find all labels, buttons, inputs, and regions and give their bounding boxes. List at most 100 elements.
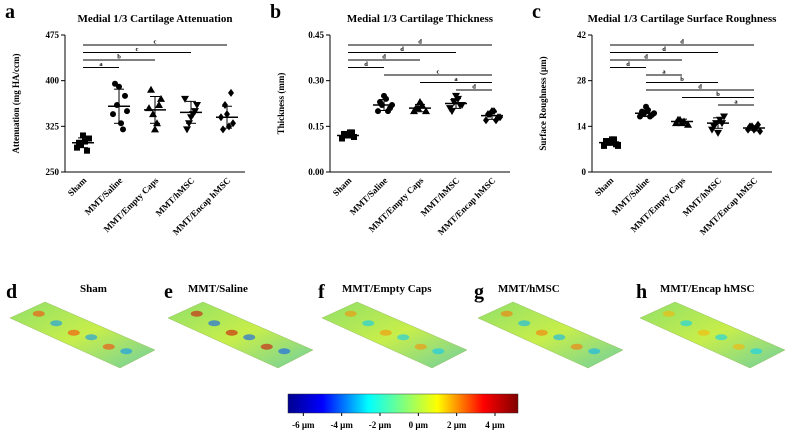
data-point [643,103,649,110]
x-tick-label: Sham [66,175,89,198]
surface-patch [67,329,80,336]
chart-title: Medial 1/3 Cartilage Surface Roughness [588,13,778,25]
data-point [684,120,692,128]
surface-patch [85,334,98,341]
data-point [86,135,92,142]
panel-letter: d [6,281,17,303]
data-point [448,108,456,116]
data-point [349,129,355,136]
data-point [122,92,128,99]
data-point [228,88,234,97]
surface-patch [260,343,273,350]
data-point [710,123,718,131]
significance-label: a [99,61,103,68]
significance-label: d [400,46,404,53]
significance-label: d [698,84,702,91]
surface-patch [102,343,115,350]
surface [639,301,786,369]
x-tick-label: Sham [331,175,354,198]
surface-image [9,301,156,369]
data-point [183,126,191,134]
panel-letter: a [5,1,15,23]
surface-patch [662,310,675,317]
data-point [422,107,430,115]
data-point [157,94,165,102]
surface-patch [208,320,221,327]
data-point [615,142,621,149]
surface [321,301,468,369]
colorbar-tick-label: 0 µm [409,420,429,430]
data-point [637,113,643,120]
chart-title: Medial 1/3 Cartilage Attenuation [78,13,233,25]
significance-label: b [117,54,121,61]
significance-label: d [382,54,386,61]
significance-label: d [626,61,630,68]
y-tick-label: 475 [46,30,60,40]
significance-label: c [136,46,139,53]
surface-patch [243,334,256,341]
data-point [147,85,155,93]
data-point [377,98,383,105]
data-point [120,126,126,133]
panel-letter: c [532,1,541,23]
significance-label: d [644,54,648,61]
significance-label: d [662,46,666,53]
surface-patch [278,348,291,355]
data-point [452,92,460,100]
data-point [745,125,751,134]
surface-patch [750,348,763,355]
surface-patch [190,310,203,317]
colorbar-tick-label: -4 µm [330,420,353,430]
significance-label: b [716,91,720,98]
y-tick-label: 28 [577,76,587,86]
data-point [110,111,116,118]
significance-label: d [364,61,368,68]
significance-label: d [418,39,422,46]
significance-label: b [680,76,684,83]
colorbar-tick-label: -2 µm [369,420,392,430]
y-tick-label: 0.30 [308,76,324,86]
y-tick-label: 250 [46,167,60,177]
data-point [757,127,763,136]
surface-patch [500,310,513,317]
panel-letter: e [164,281,173,303]
surface-patch [225,329,238,336]
panel-letter: g [474,281,484,303]
data-point [74,144,80,151]
data-point [755,120,761,129]
significance-label: a [734,99,738,106]
data-point [493,116,499,125]
panel-title: MMT/hMSC [498,283,560,295]
y-axis-label: Thickness (mm) [276,73,286,135]
data-point [351,133,357,140]
y-tick-label: 400 [46,76,60,86]
surface-patch [344,310,357,317]
surface-image [167,301,314,369]
data-point [416,97,424,105]
data-point [603,138,609,145]
panel-title: MMT/Saline [188,283,248,295]
data-point [193,102,201,110]
panel-letter: f [318,281,325,303]
panel-letter: b [270,1,281,23]
colorbar-tick-label: 4 µm [485,420,505,430]
surface-patch [535,329,548,336]
surface [477,301,624,369]
data-point [714,129,722,137]
colorbar-tick-label: 2 µm [447,420,467,430]
surface-patch [697,329,710,336]
panel-title: MMT/Encap hMSC [660,283,754,295]
data-point [720,113,728,121]
surface-image [639,301,786,369]
chart-title: Medial 1/3 Cartilage Thickness [347,13,494,25]
data-point [124,108,130,115]
significance-label: d [680,39,684,46]
data-point [339,135,345,142]
surface-patch [518,320,531,327]
data-point [230,119,236,128]
data-point [220,125,226,134]
surface-patch [588,348,601,355]
y-tick-label: 0.15 [308,121,324,131]
significance-label: d [472,84,476,91]
